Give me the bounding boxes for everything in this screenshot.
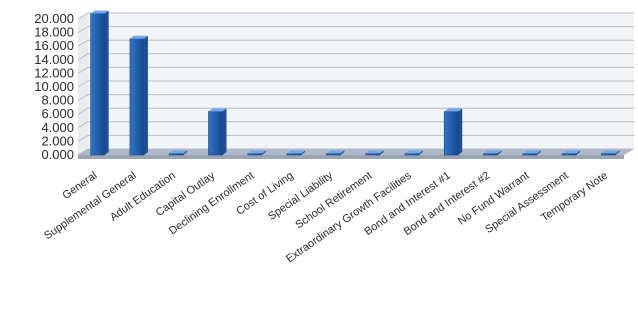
bar <box>286 150 306 156</box>
bar <box>601 150 620 156</box>
y-tick-label: 12.000 <box>34 65 74 80</box>
bar-side <box>183 150 188 155</box>
chart-back-wall <box>78 13 634 155</box>
bar-front <box>365 153 380 156</box>
bar-front <box>404 153 420 156</box>
gridline <box>77 94 634 102</box>
y-tick-label: 10.000 <box>34 79 74 94</box>
gridline <box>77 12 634 20</box>
bar-top <box>90 10 109 14</box>
bar-top <box>326 150 345 154</box>
bar-side <box>340 150 345 155</box>
bar-side <box>418 150 423 155</box>
bar <box>326 150 345 156</box>
y-tick-label: 14.000 <box>34 52 74 67</box>
bar <box>483 150 502 156</box>
bar-front <box>168 153 184 156</box>
y-tick-label: 18.000 <box>34 25 74 40</box>
chart-bars <box>90 10 620 156</box>
bar <box>404 150 423 156</box>
y-tick-label: 2.000 <box>41 133 74 148</box>
y-tick-label: 4.000 <box>41 120 74 135</box>
bar <box>365 150 384 156</box>
bar-top <box>287 150 306 154</box>
bar <box>129 35 148 156</box>
bar-front <box>286 153 302 156</box>
bar-side <box>458 108 463 155</box>
bar-side <box>536 150 541 155</box>
y-tick-label: 0.000 <box>41 147 74 162</box>
bar-top <box>169 150 188 154</box>
bar-top <box>444 108 463 112</box>
bar-top <box>247 150 266 154</box>
bar-top <box>365 150 384 154</box>
bar-front <box>601 153 616 156</box>
bar-top <box>522 150 541 154</box>
bar-front <box>561 153 577 156</box>
bar <box>443 108 463 156</box>
bar-front <box>443 111 459 156</box>
y-tick-label: 8.000 <box>41 93 74 108</box>
bar-top <box>483 150 502 154</box>
bar-side <box>104 10 109 156</box>
bar <box>208 108 227 156</box>
gridline <box>77 26 634 34</box>
chart-floor <box>78 149 634 159</box>
bar-front <box>129 38 145 156</box>
x-category-label: Adult Education <box>108 170 178 224</box>
bar-side <box>615 150 620 155</box>
bar-side <box>222 108 227 155</box>
bar-front <box>483 153 498 156</box>
bar-top <box>208 108 227 112</box>
gridline <box>77 107 634 115</box>
floor-front-edge <box>78 155 624 159</box>
bar-side <box>301 150 306 155</box>
bar-front <box>326 153 341 156</box>
bar <box>561 150 581 156</box>
bar-side <box>261 150 266 155</box>
bar-front <box>522 153 538 156</box>
x-category-label: Temporary Note <box>539 170 610 225</box>
gridline <box>77 66 634 74</box>
y-tick-label: 16.000 <box>34 38 74 53</box>
bar-front <box>247 153 263 156</box>
bar-side <box>576 150 581 155</box>
bar <box>90 10 109 156</box>
bar-side <box>497 150 502 155</box>
y-tick-label: 6.000 <box>41 106 74 121</box>
bar-side <box>379 150 384 155</box>
bar-top <box>129 35 148 39</box>
y-axis-tick-labels: 0.0002.0004.0006.0008.00010.00012.00014.… <box>34 11 74 162</box>
bar-front <box>90 13 105 156</box>
bar <box>522 150 541 156</box>
bar-top <box>404 150 423 154</box>
bar-side <box>143 35 148 155</box>
floor-top <box>78 149 634 155</box>
gridline <box>77 53 634 61</box>
bar <box>247 150 266 156</box>
bar <box>168 150 188 156</box>
bar-top <box>601 150 620 154</box>
bar-top <box>562 150 581 154</box>
bar-front <box>208 111 223 156</box>
gridline <box>77 80 634 88</box>
y-tick-label: 20.000 <box>34 11 74 26</box>
gridline <box>77 39 634 47</box>
